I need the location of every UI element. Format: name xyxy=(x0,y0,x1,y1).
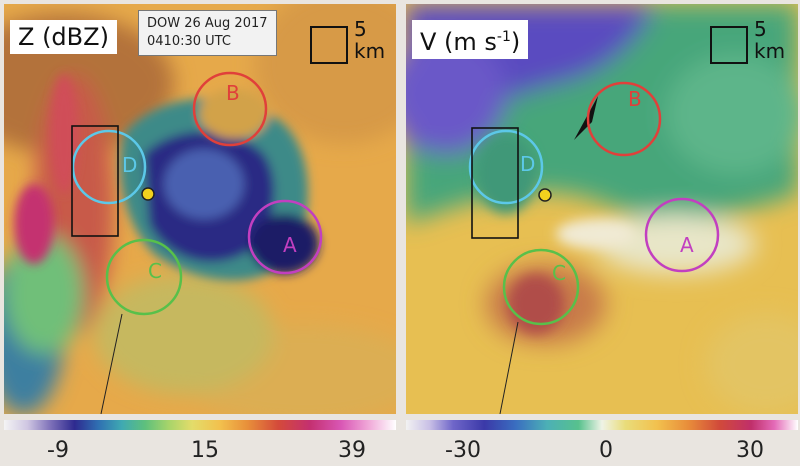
colorbar-tick: 15 xyxy=(191,438,219,463)
center-marker xyxy=(538,188,552,202)
panel-label-v: V (m s-1) xyxy=(412,20,529,59)
reflectivity-panel: B A C D Z (dBZ) DOW 26 Aug 2017 0410:30 … xyxy=(4,4,396,414)
track-line xyxy=(499,321,519,414)
track-line xyxy=(100,313,123,414)
circle-b xyxy=(586,81,662,157)
velocity-field: B A C D xyxy=(406,4,798,414)
colorbar-tick: -30 xyxy=(445,438,481,463)
circle-b xyxy=(192,71,268,147)
scale-box xyxy=(310,26,348,64)
inset-box xyxy=(71,125,119,237)
colorbar-tick: -9 xyxy=(47,438,69,463)
circle-label-c: C xyxy=(552,261,566,285)
scale-label: 5 km xyxy=(754,17,786,63)
circle-label-c: C xyxy=(148,259,162,283)
reflectivity-colorbar xyxy=(4,420,396,430)
circle-a xyxy=(644,197,720,273)
panel-label-z: Z (dBZ) xyxy=(10,20,117,54)
colorbar-tick: 0 xyxy=(599,438,613,463)
circle-label-d: D xyxy=(122,153,137,177)
scale-label: 5 km xyxy=(354,17,386,63)
circle-a xyxy=(247,199,323,275)
circle-label-d: D xyxy=(520,152,535,176)
center-marker xyxy=(141,187,155,201)
circle-d xyxy=(71,129,147,205)
circle-label-a: A xyxy=(283,233,297,257)
colorbar-tick: 30 xyxy=(736,438,764,463)
inset-box xyxy=(471,127,519,239)
circle-label-a: A xyxy=(680,233,694,257)
circle-c xyxy=(105,238,183,316)
circle-label-b: B xyxy=(628,87,642,111)
velocity-panel: B A C D V (m s-1) 5 km xyxy=(406,4,798,414)
reflectivity-field: B A C D xyxy=(4,4,396,414)
colorbar-tick: 39 xyxy=(338,438,366,463)
circle-c xyxy=(502,248,580,326)
circle-d xyxy=(468,129,544,205)
circle-label-b: B xyxy=(226,81,240,105)
scale-box xyxy=(710,26,748,64)
debris-streak xyxy=(574,96,598,140)
timestamp-box: DOW 26 Aug 2017 0410:30 UTC xyxy=(138,10,277,56)
velocity-colorbar xyxy=(406,420,798,430)
timestamp-time: 0410:30 UTC xyxy=(147,34,231,49)
timestamp-date: DOW 26 Aug 2017 xyxy=(147,16,268,31)
